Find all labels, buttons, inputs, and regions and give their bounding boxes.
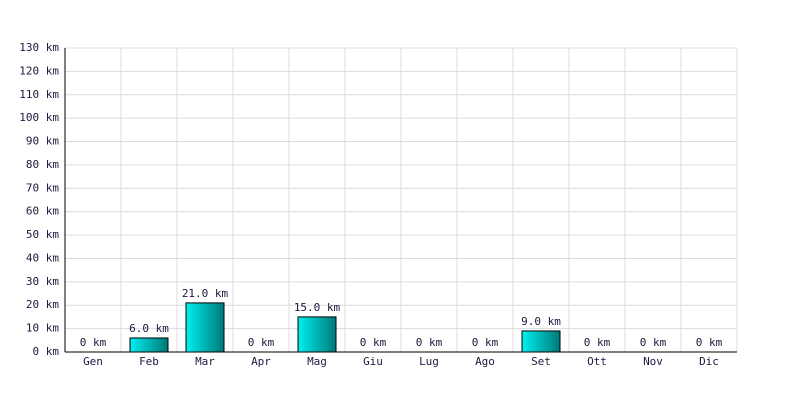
value-label: 0 km <box>472 336 499 349</box>
y-tick-label: 50 km <box>26 228 59 241</box>
y-tick-label: 100 km <box>19 111 59 124</box>
y-tick-label: 130 km <box>19 41 59 54</box>
y-tick-label: 90 km <box>26 135 59 148</box>
bar <box>185 302 225 353</box>
y-tick-label: 110 km <box>19 88 59 101</box>
x-tick-label: Lug <box>419 355 439 368</box>
y-tick-label: 30 km <box>26 275 59 288</box>
x-tick-label: Gen <box>83 355 103 368</box>
x-tick-label: Ago <box>475 355 495 368</box>
x-tick-label: Mag <box>307 355 327 368</box>
y-tick-label: 120 km <box>19 64 59 77</box>
value-label: 9.0 km <box>521 315 561 328</box>
y-tick-label: 60 km <box>26 205 59 218</box>
value-label: 0 km <box>584 336 611 349</box>
x-tick-label: Set <box>531 355 551 368</box>
y-tick-label: 70 km <box>26 181 59 194</box>
value-label: 0 km <box>80 336 107 349</box>
value-label: 0 km <box>360 336 387 349</box>
value-label: 0 km <box>696 336 723 349</box>
x-tick-label: Mar <box>195 355 215 368</box>
bar <box>521 330 561 353</box>
y-tick-label: 10 km <box>26 322 59 335</box>
bar <box>129 337 169 353</box>
y-tick-label: 80 km <box>26 158 59 171</box>
value-label: 6.0 km <box>129 322 169 335</box>
x-tick-label: Feb <box>139 355 159 368</box>
value-label: 0 km <box>416 336 443 349</box>
x-tick-label: Nov <box>643 355 663 368</box>
y-tick-label: 40 km <box>26 251 59 264</box>
bar <box>297 316 337 353</box>
x-tick-label: Giu <box>363 355 383 368</box>
y-tick-label: 0 km <box>33 345 60 358</box>
value-label: 15.0 km <box>294 301 341 314</box>
x-tick-label: Apr <box>251 355 271 368</box>
value-label: 0 km <box>248 336 275 349</box>
value-label: 0 km <box>640 336 667 349</box>
x-tick-label: Ott <box>587 355 607 368</box>
y-tick-label: 20 km <box>26 298 59 311</box>
value-label: 21.0 km <box>182 287 229 300</box>
x-tick-label: Dic <box>699 355 719 368</box>
